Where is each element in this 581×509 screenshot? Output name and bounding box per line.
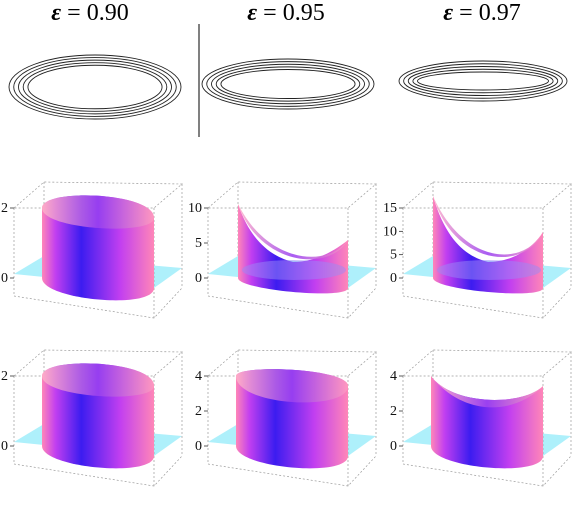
column-header-2: ε = 0.95 (247, 0, 325, 26)
axis-tick-label: 10 (188, 201, 202, 216)
orbit-contour (417, 71, 549, 91)
epsilon-value: 0.97 (478, 0, 521, 26)
orbit-contour (398, 60, 568, 102)
orbit-contour (407, 66, 559, 96)
axis-tick-label: 0 (390, 439, 397, 454)
orbit-contours-2 (201, 58, 375, 110)
column-header-1: ε = 0.90 (51, 0, 129, 26)
axis-tick-label: 0 (195, 271, 202, 286)
orbit-contour (27, 64, 163, 110)
surface-panel-1-3: 0 5 10 15 (383, 181, 572, 319)
surface (236, 369, 348, 469)
surface-panel-2-2: 0 2 4 (195, 349, 377, 487)
surface-panel-2-1: 02 (1, 349, 183, 487)
orbit-contours-3 (398, 60, 568, 102)
surface (238, 204, 348, 294)
orbit-contour (22, 62, 168, 112)
epsilon-value: 0.90 (86, 0, 129, 26)
orbit-contour (8, 54, 182, 120)
surface (42, 363, 154, 469)
axis-tick-label: 5 (195, 236, 202, 251)
axis-tick-label: 4 (390, 369, 397, 384)
bounding-box (207, 181, 377, 319)
axis-tick-label: 2 (1, 201, 8, 216)
axis-tick-label: 0 (195, 439, 202, 454)
orbit-contour (211, 63, 365, 105)
bounding-box (402, 181, 572, 319)
axis-tick-label: 2 (390, 404, 397, 419)
orbit-contour (206, 61, 370, 107)
surface (431, 376, 543, 469)
surface (42, 195, 154, 301)
column-header-3: ε = 0.97 (443, 0, 521, 26)
epsilon-value: 0.95 (282, 0, 325, 26)
surface-panel-1-2: 0 5 10 (188, 181, 377, 319)
orbit-contour (403, 63, 563, 99)
axis-tick-label: 4 (195, 369, 202, 384)
orbit-contour (412, 68, 554, 94)
orbit-contour (220, 69, 356, 99)
axis-tick-label: 5 (390, 248, 397, 263)
orbit-contour (18, 59, 172, 115)
axis-tick-label: 2 (195, 404, 202, 419)
axis-tick-label: 15 (383, 201, 397, 216)
orbit-contour (13, 57, 177, 117)
surface-panel-2-3: 0 2 4 (390, 349, 572, 487)
surface (433, 196, 543, 294)
axis-tick-label: 0 (1, 271, 8, 286)
axis-tick-label: 10 (383, 224, 397, 239)
axis-tick-label: 0 (390, 271, 397, 286)
axis-tick-label: 2 (1, 369, 8, 384)
surface-panel-1-1: 02 (1, 181, 183, 319)
orbit-contours-1 (8, 54, 182, 120)
axis-tick-label: 0 (1, 439, 8, 454)
orbit-contour (215, 66, 361, 102)
orbit-contour (201, 58, 375, 110)
